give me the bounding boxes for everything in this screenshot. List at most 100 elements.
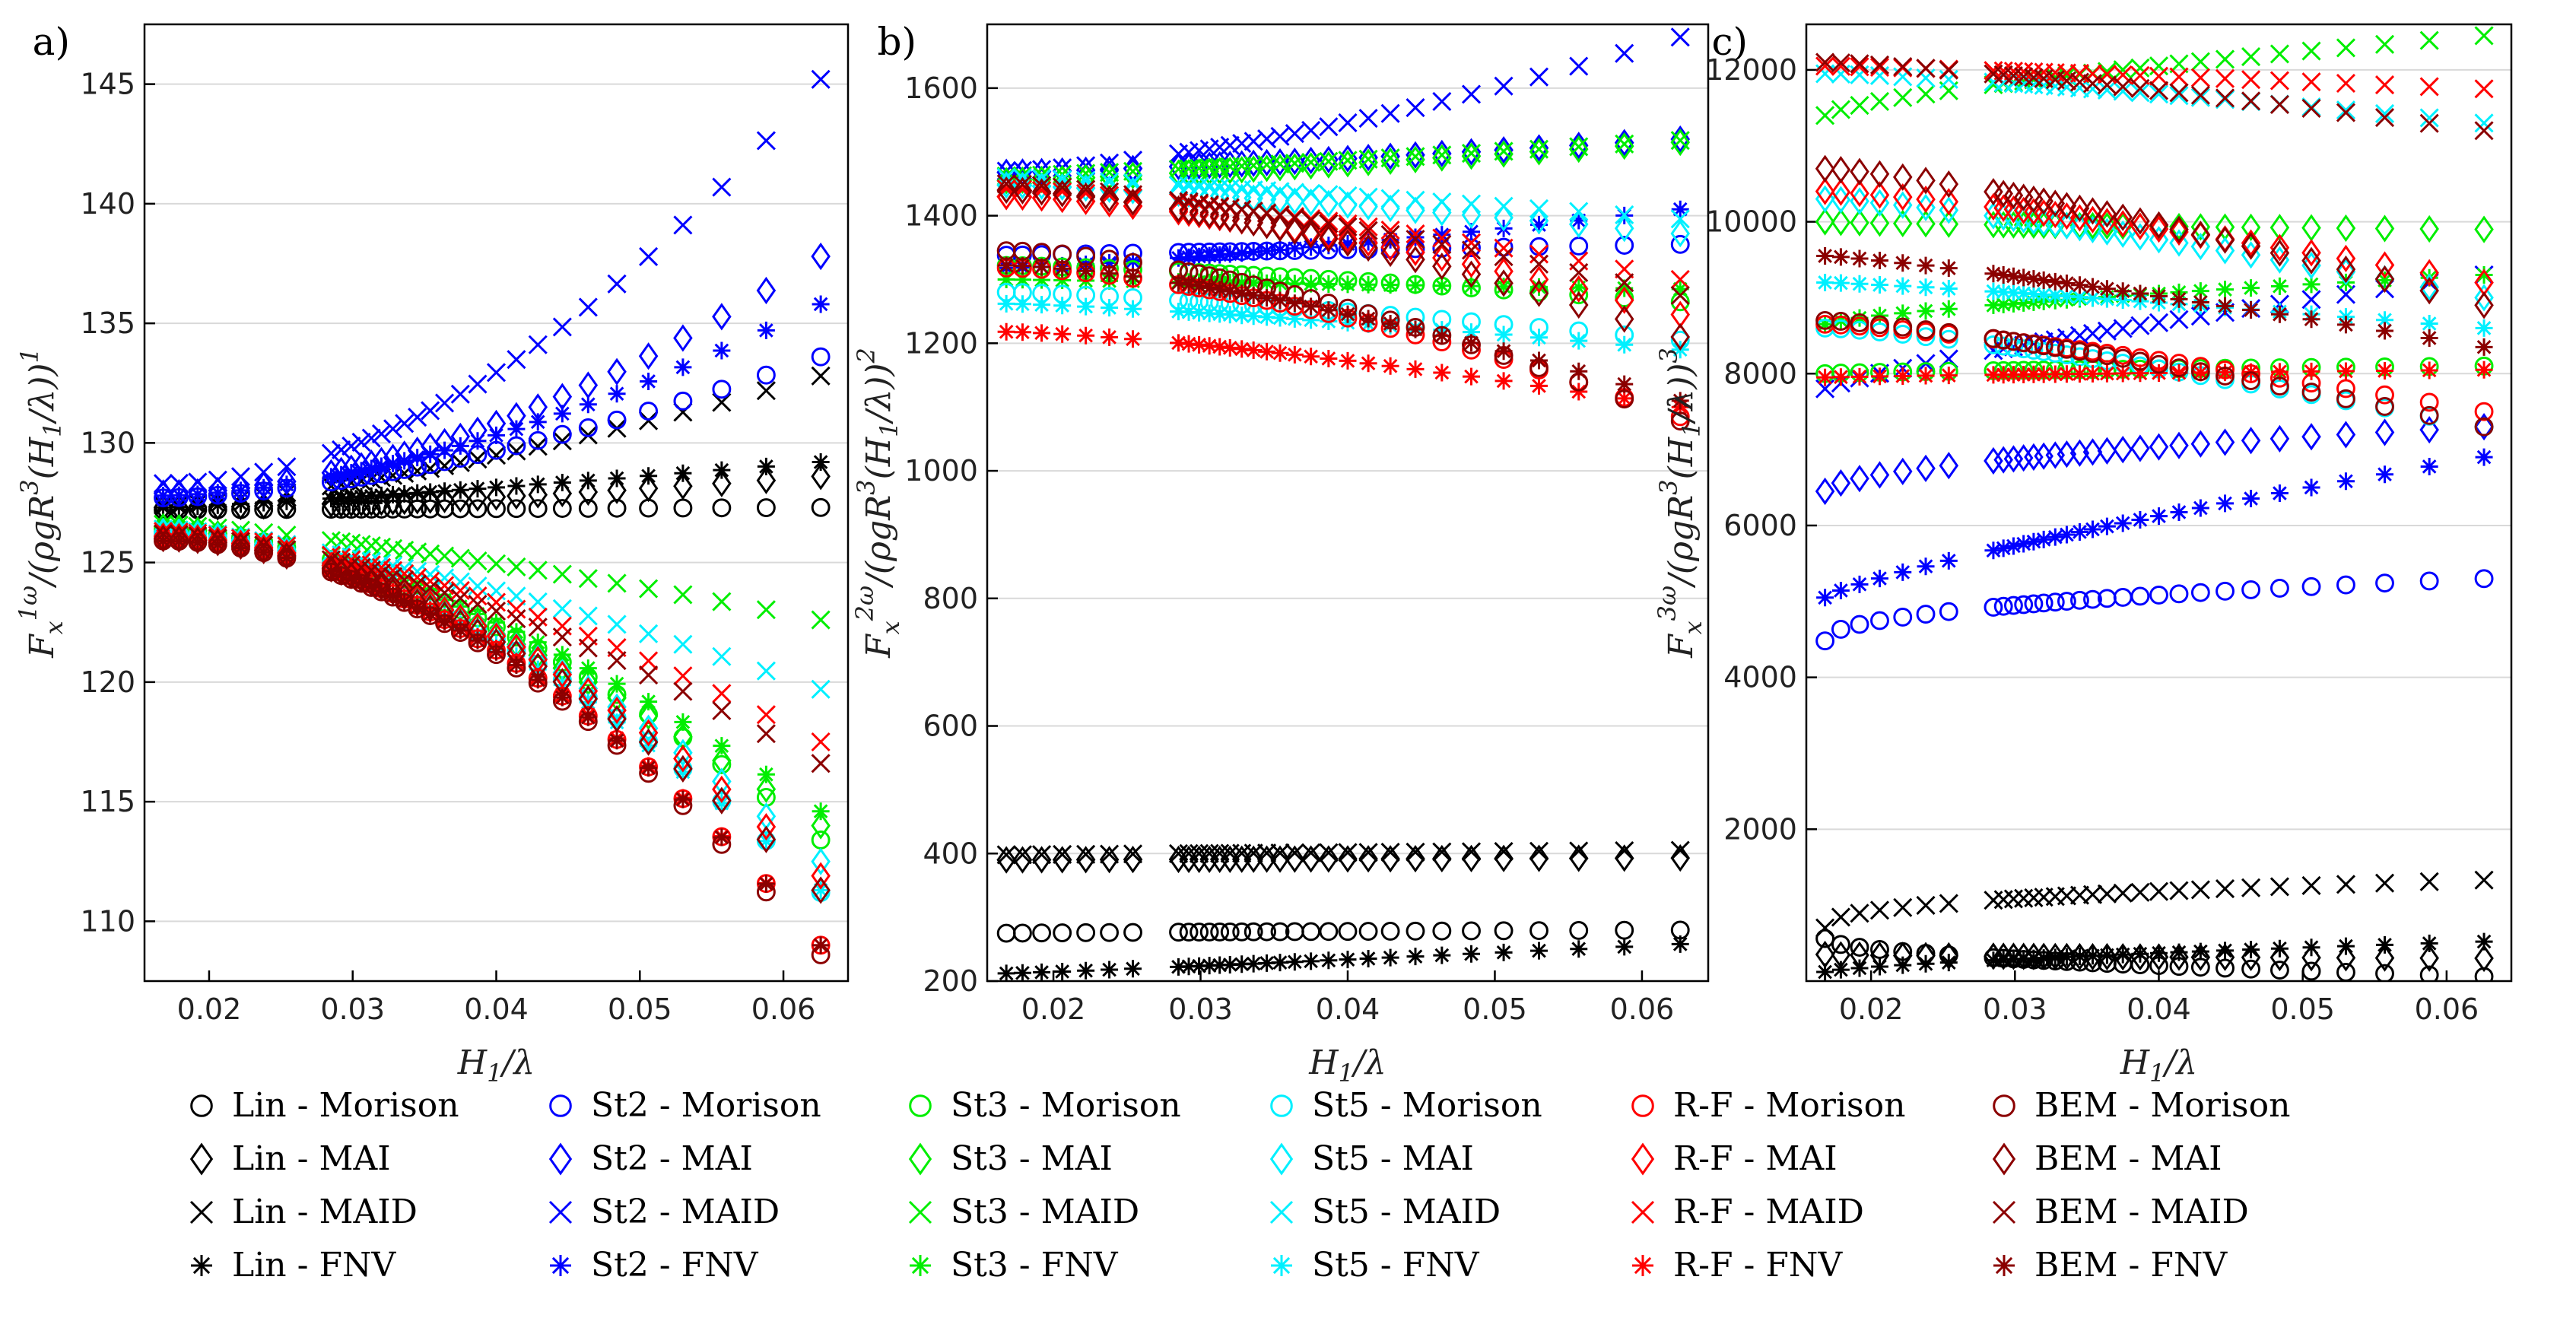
- data-point: [2241, 232, 2261, 260]
- data-point: [1220, 135, 1240, 155]
- data-point: [352, 573, 370, 592]
- data-point: [395, 564, 415, 583]
- data-point: [1256, 154, 1277, 183]
- data-point: [1831, 186, 1851, 214]
- data-point: [1494, 844, 1514, 872]
- data-point: [712, 786, 732, 815]
- data-point: [322, 490, 340, 508]
- data-point: [1031, 172, 1052, 200]
- legend-label: St2 - FNV: [591, 1246, 759, 1285]
- data-point: [2474, 569, 2494, 589]
- data-point: [2475, 932, 2493, 951]
- data-point: [2375, 396, 2394, 416]
- data-point: [1461, 250, 1482, 278]
- data-point: [1432, 234, 1452, 254]
- data-point: [1258, 289, 1276, 307]
- data-point: [1052, 846, 1072, 874]
- data-point: [1916, 193, 1936, 222]
- data-point: [1568, 210, 1589, 239]
- data-point: [996, 845, 1016, 865]
- data-point: [2150, 944, 2168, 962]
- data-point: [1615, 134, 1634, 154]
- data-point: [2336, 944, 2356, 972]
- data-point: [255, 543, 273, 561]
- data-point: [2215, 428, 2235, 456]
- data-point: [712, 177, 732, 197]
- legend-marker: [189, 1200, 214, 1224]
- data-point: [507, 350, 526, 370]
- data-point: [553, 405, 571, 423]
- data-point: [1301, 845, 1321, 873]
- data-point: [1529, 841, 1549, 861]
- data-point: [1211, 956, 1229, 974]
- data-point: [2301, 576, 2321, 596]
- data-point: [2070, 947, 2088, 965]
- data-point: [1432, 252, 1452, 281]
- y-tick-label: 12000: [1705, 53, 1797, 87]
- data-point: [2057, 339, 2076, 359]
- data-point: [2190, 362, 2210, 382]
- data-point: [507, 599, 526, 619]
- data-point: [996, 923, 1016, 943]
- x-axis-label: H1/λ: [2120, 1043, 2197, 1088]
- data-point: [1285, 153, 1305, 181]
- data-point: [1850, 313, 1869, 332]
- legend-marker: [908, 1200, 932, 1224]
- data-point: [1615, 938, 1634, 956]
- legend-marker: [550, 1255, 571, 1276]
- data-point: [1530, 278, 1548, 296]
- data-point: [1850, 57, 1869, 77]
- data-point: [2269, 239, 2290, 267]
- legend-marker: [1269, 1200, 1294, 1224]
- legend-label: St3 - MAID: [951, 1193, 1139, 1231]
- data-point: [2269, 961, 2289, 980]
- data-point: [1053, 962, 1072, 980]
- data-point: [712, 747, 732, 775]
- data-point: [1815, 477, 1835, 506]
- data-point: [638, 342, 659, 370]
- data-point: [811, 347, 831, 367]
- legend-item: BEM - MAI: [1992, 1139, 2222, 1178]
- data-point: [2374, 944, 2395, 972]
- data-point: [1285, 310, 1304, 328]
- data-point: [1221, 306, 1239, 324]
- y-tick-label: 115: [80, 785, 135, 818]
- data-point: [1406, 842, 1425, 862]
- data-point: [2097, 437, 2117, 465]
- data-point: [2190, 943, 2211, 971]
- data-point: [1569, 920, 1589, 940]
- data-point: [2215, 49, 2235, 69]
- data-point: [1916, 167, 1936, 195]
- data-point: [2241, 47, 2261, 67]
- data-point: [2004, 537, 2022, 555]
- data-point: [997, 270, 1015, 288]
- data-point: [1358, 217, 1378, 237]
- data-point: [1301, 218, 1321, 246]
- data-point: [1892, 163, 1913, 191]
- data-point: [1053, 325, 1072, 343]
- data-point: [1984, 597, 2003, 617]
- data-point: [468, 499, 488, 519]
- data-point: [1032, 923, 1052, 943]
- data-point: [208, 484, 227, 502]
- data-point: [1433, 946, 1451, 964]
- data-point: [1200, 957, 1218, 975]
- data-point: [2474, 291, 2494, 319]
- data-point: [2336, 389, 2355, 408]
- data-point: [1013, 323, 1031, 341]
- data-point: [352, 462, 370, 480]
- data-point: [1381, 315, 1399, 333]
- data-point: [1257, 922, 1277, 942]
- data-point: [1244, 341, 1263, 360]
- data-point: [2475, 448, 2493, 466]
- data-point: [712, 592, 732, 611]
- data-point: [2070, 590, 2089, 610]
- data-point: [208, 535, 227, 554]
- legend-label: St5 - MAI: [1312, 1139, 1474, 1178]
- data-point: [1406, 230, 1425, 249]
- data-point: [757, 321, 775, 339]
- series-bem-mai: [1815, 154, 2494, 319]
- data-point: [640, 467, 658, 485]
- legend-item: St3 - FNV: [910, 1246, 1119, 1285]
- data-point: [1892, 457, 1913, 485]
